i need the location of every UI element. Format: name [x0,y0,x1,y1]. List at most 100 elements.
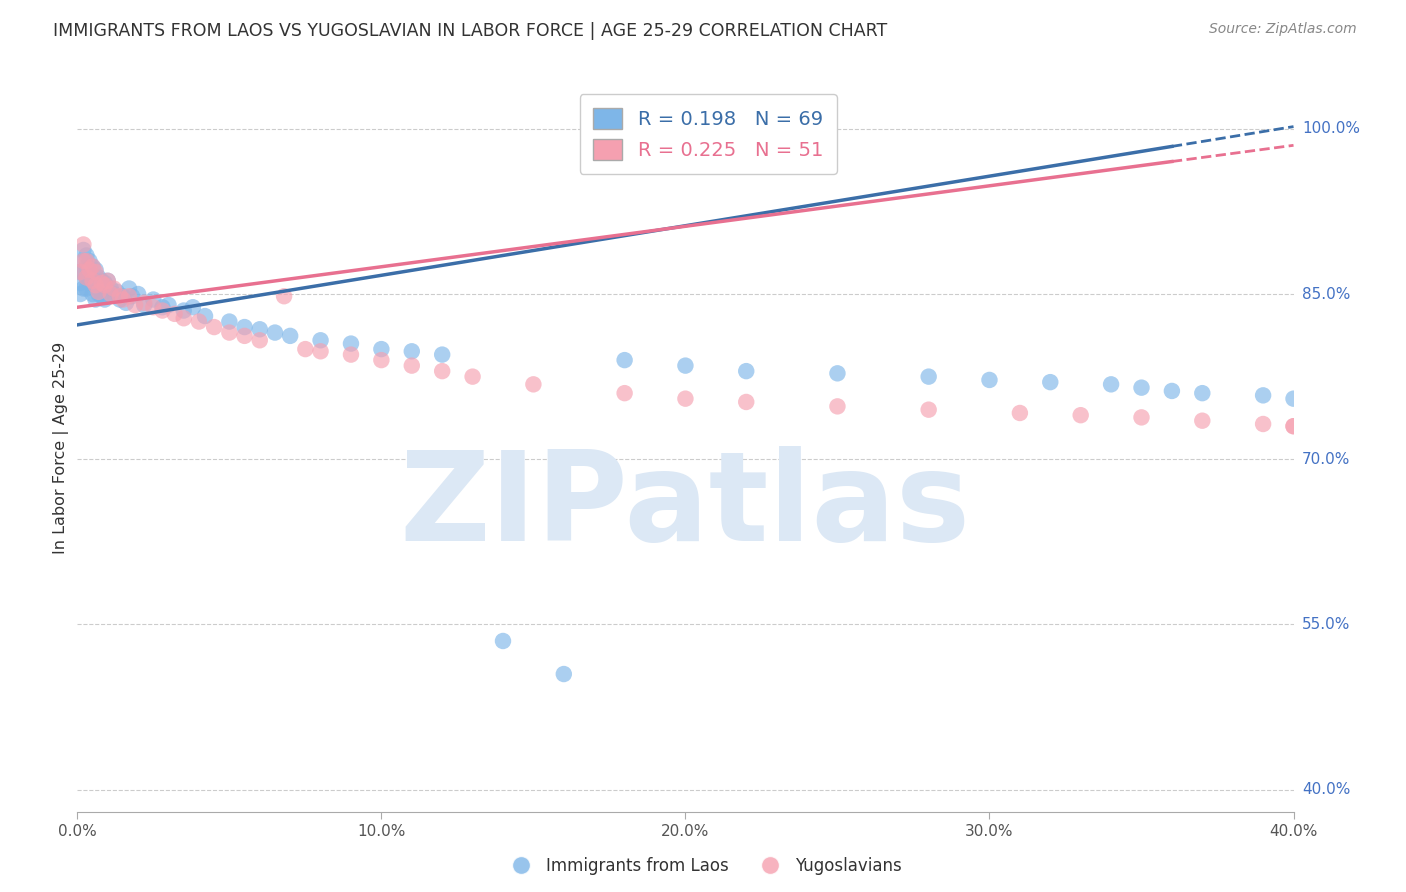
Text: 85.0%: 85.0% [1302,286,1350,301]
Point [1070,408,1092,422]
Point [401,359,423,373]
Point [79,254,101,268]
Point [79,265,101,279]
Point [735,364,758,378]
Point [79,276,101,290]
Text: 70.0%: 70.0% [1302,451,1350,467]
Point [72,254,94,268]
Point [72,243,94,257]
Point [84,278,107,293]
Point [1130,381,1153,395]
Point [82,260,104,274]
Point [69,276,91,290]
Point [134,296,156,310]
Point [157,298,180,312]
Point [370,342,392,356]
Point [75,260,97,274]
Point [401,344,423,359]
Point [75,248,97,262]
Point [218,314,240,328]
Point [105,285,128,299]
Point [1282,419,1305,434]
Point [142,300,165,314]
Point [309,333,332,347]
Point [430,348,453,362]
Legend: Immigrants from Laos, Yugoslavians: Immigrants from Laos, Yugoslavians [498,851,908,882]
Point [75,281,97,295]
Point [202,320,225,334]
Point [918,369,941,384]
Point [194,309,217,323]
Point [461,369,484,384]
Point [93,278,115,293]
Point [1099,377,1122,392]
Point [87,285,110,299]
Text: IMMIGRANTS FROM LAOS VS YUGOSLAVIAN IN LABOR FORCE | AGE 25-29 CORRELATION CHART: IMMIGRANTS FROM LAOS VS YUGOSLAVIAN IN L… [53,22,887,40]
Point [87,287,110,301]
Point [735,395,758,409]
Point [87,270,110,285]
Point [918,402,941,417]
Legend: R = 0.198   N = 69, R = 0.225   N = 51: R = 0.198 N = 69, R = 0.225 N = 51 [579,95,837,174]
Point [124,298,146,312]
Point [97,274,120,288]
Point [97,289,120,303]
Point [90,276,112,290]
Point [75,270,97,285]
Point [75,270,97,285]
Point [72,237,94,252]
Point [69,287,91,301]
Point [93,293,115,307]
Point [309,344,332,359]
Point [370,353,392,368]
Point [134,298,156,312]
Point [613,386,636,401]
Text: ZIPatlas: ZIPatlas [399,446,972,567]
Point [127,287,149,301]
Point [1130,410,1153,425]
Point [103,287,125,301]
Point [827,367,849,381]
Point [173,311,195,326]
Point [273,289,295,303]
Point [1039,375,1062,389]
Point [72,254,94,268]
Point [249,322,271,336]
Point [249,333,271,347]
Point [233,329,256,343]
Point [111,289,134,303]
Point [108,289,131,303]
Point [1191,414,1213,428]
Point [72,265,94,279]
Point [103,281,125,295]
Point [152,300,174,314]
Point [188,314,211,328]
Point [75,254,97,268]
Point [979,373,1001,387]
Point [90,289,112,303]
Point [553,667,575,681]
Point [108,293,131,307]
Point [522,377,544,392]
Point [675,359,697,373]
Point [84,278,107,293]
Point [97,274,120,288]
Point [181,300,204,314]
Point [1282,392,1305,406]
Point [79,262,101,277]
Point [100,287,122,301]
Text: 40.0%: 40.0% [1302,782,1350,797]
Point [613,353,636,368]
Point [93,276,115,290]
Point [294,342,316,356]
Point [278,329,301,343]
Point [173,303,195,318]
Point [84,262,107,277]
Point [90,274,112,288]
Point [1191,386,1213,401]
Point [82,260,104,274]
Point [142,293,165,307]
Point [82,274,104,288]
Point [82,287,104,301]
Point [1282,419,1305,434]
